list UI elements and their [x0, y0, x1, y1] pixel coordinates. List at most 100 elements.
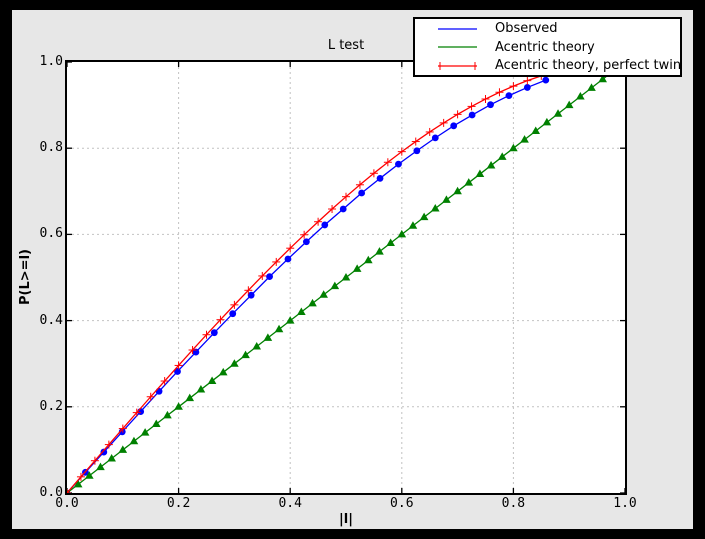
data-point-circle	[468, 111, 476, 119]
data-point-circle	[505, 92, 513, 100]
y-tick-label: 0.0	[39, 485, 63, 500]
data-point-triangle	[151, 419, 161, 428]
data-point-triangle	[497, 152, 507, 160]
data-point-triangle	[330, 281, 340, 290]
y-tick-label: 0.2	[39, 398, 63, 414]
data-point-triangle	[185, 393, 195, 402]
data-point-triangle	[453, 186, 462, 195]
data-point-triangle	[341, 273, 351, 281]
data-point-circle	[487, 101, 494, 109]
data-point-triangle	[408, 221, 418, 229]
y-tick-label: 0.4	[39, 312, 63, 328]
x-tick-label: 0.8	[501, 496, 526, 511]
data-point-triangle	[442, 195, 451, 203]
data-point-triangle	[509, 143, 518, 152]
data-point-triangle	[531, 126, 541, 134]
data-point-circle	[542, 76, 550, 84]
x-tick-label: 0.2	[166, 496, 191, 511]
legend-label: Acentric theory	[495, 39, 595, 55]
y-tick-label: 0.8	[39, 140, 63, 156]
data-point-triangle	[230, 359, 239, 367]
data-point-triangle	[553, 109, 563, 117]
data-point-triangle	[297, 307, 306, 315]
data-point-circle	[395, 160, 402, 168]
data-point-circle	[413, 147, 421, 155]
data-point-triangle	[118, 445, 128, 453]
plot-area	[65, 60, 627, 495]
data-point-triangle	[564, 100, 574, 109]
data-point-triangle	[274, 324, 284, 333]
data-point-triangle	[464, 178, 474, 186]
data-point-triangle	[486, 160, 496, 169]
data-point-triangle	[397, 229, 407, 238]
data-point-circle	[100, 448, 108, 456]
legend-label: Acentric theory, perfect twin	[495, 58, 682, 73]
data-point-triangle	[140, 428, 150, 436]
x-tick-label: 0.6	[390, 496, 414, 511]
data-point-triangle	[542, 117, 552, 126]
data-point-triangle	[386, 238, 395, 247]
data-point-triangle	[129, 436, 139, 445]
data-point-circle	[174, 368, 181, 375]
data-point-triangle	[598, 74, 607, 83]
data-point-triangle	[319, 290, 328, 298]
data-point-circle	[284, 255, 292, 263]
data-point-circle	[523, 84, 531, 91]
data-point-circle	[155, 387, 163, 395]
legend-row: Observed	[415, 20, 680, 38]
data-point-circle	[247, 291, 255, 299]
series-line-observed	[67, 79, 547, 493]
data-point-circle	[376, 174, 384, 182]
legend-label: Observed	[495, 21, 558, 36]
data-point-circle	[118, 428, 126, 436]
data-point-triangle	[430, 204, 440, 212]
chart-title: L test	[327, 38, 365, 53]
data-point-triangle	[364, 255, 373, 264]
data-point-triangle	[73, 479, 83, 488]
data-point-triangle	[520, 135, 529, 143]
x-tick-label: 0.0	[55, 496, 79, 511]
data-point-triangle	[263, 333, 273, 341]
data-point-triangle	[352, 264, 362, 272]
data-point-triangle	[107, 454, 116, 462]
legend-line-sample-acentric-theory	[438, 46, 477, 48]
data-point-triangle	[85, 471, 94, 479]
plot-svg	[67, 62, 625, 493]
legend-line-sample-observed	[438, 27, 477, 30]
data-point-circle	[358, 189, 366, 197]
data-point-circle	[229, 310, 237, 318]
x-tick-label: 1.0	[613, 496, 637, 511]
data-point-triangle	[218, 367, 228, 376]
data-point-triangle	[375, 247, 384, 255]
data-point-triangle	[207, 376, 217, 384]
data-point-triangle	[419, 212, 429, 221]
data-point-triangle	[252, 341, 262, 350]
data-point-triangle	[475, 169, 485, 178]
legend-row: Acentric theory, perfect twin	[415, 57, 682, 75]
data-point-circle	[431, 134, 439, 142]
data-point-circle	[266, 273, 273, 281]
x-tick-label: 0.4	[278, 496, 302, 511]
data-point-circle	[210, 329, 218, 337]
data-point-circle	[339, 205, 347, 213]
legend: Observed Acentric theory Acentric theory…	[413, 17, 682, 77]
legend-line-sample-perfect-twin	[438, 61, 477, 70]
data-point-circle	[321, 221, 329, 229]
data-point-triangle	[576, 91, 585, 100]
x-axis-label: |l|	[339, 512, 353, 527]
data-point-triangle	[174, 402, 183, 410]
data-point-triangle	[308, 298, 317, 307]
data-point-circle	[450, 122, 458, 130]
data-point-triangle	[587, 83, 596, 91]
data-point-triangle	[96, 462, 105, 471]
data-point-circle	[302, 238, 310, 246]
data-point-triangle	[163, 410, 172, 419]
y-tick-label: 1.0	[39, 54, 63, 69]
data-point-triangle	[241, 350, 250, 359]
legend-row: Acentric theory	[415, 38, 680, 56]
y-tick-label: 0.6	[39, 226, 63, 242]
data-point-triangle	[196, 385, 206, 393]
data-point-triangle	[285, 316, 295, 324]
figure: L test P(L>=l) |l| Observed Acentric the…	[12, 10, 693, 529]
